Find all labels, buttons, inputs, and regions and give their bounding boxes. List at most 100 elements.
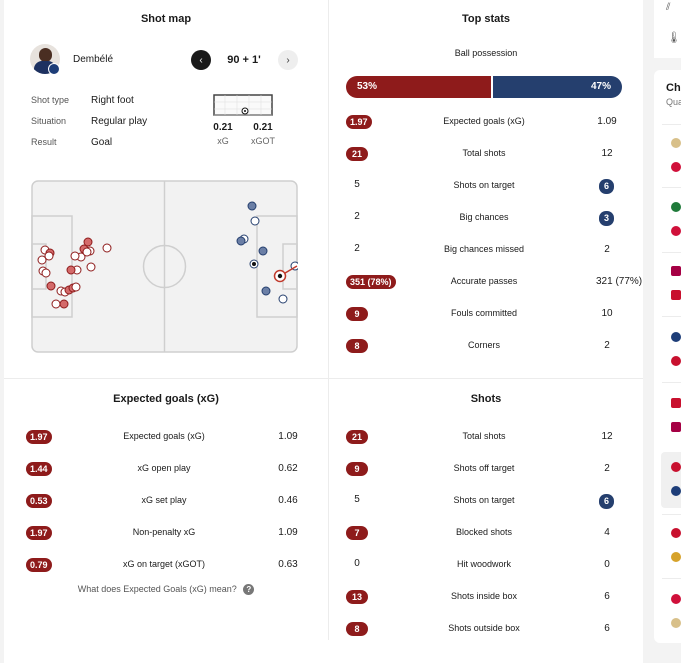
list-divider: [662, 514, 681, 515]
list-divider: [662, 578, 681, 579]
goal-frame-diagram: [213, 94, 273, 116]
stat-label: Hit woodwork: [456, 559, 512, 569]
shots-section-title: Shots: [470, 393, 502, 405]
possession-home-value: 53%: [357, 81, 378, 92]
stat-home-value: 7: [346, 526, 368, 540]
selected-match-highlight[interactable]: [661, 452, 681, 508]
list-divider: [662, 187, 681, 188]
player-name[interactable]: Dembélé: [73, 54, 114, 65]
possession-away-segment: 47%: [493, 76, 622, 98]
stat-away-value: 2: [604, 244, 610, 255]
team-crest-icon: [671, 266, 681, 276]
row-divider: [4, 378, 643, 379]
side-widget-top: ⫽ 🌡: [654, 0, 681, 58]
stat-label: Corners: [467, 340, 500, 350]
team-crest-icon: [671, 162, 681, 172]
list-divider: [662, 316, 681, 317]
side-panel-subtitle: Qua: [666, 97, 681, 107]
stat-label: Expected goals (xG): [443, 116, 525, 126]
stat-home-value: 0: [354, 558, 360, 569]
team-crest-icon: [671, 594, 681, 604]
stat-home-value: 8: [346, 339, 368, 353]
team-crest-icon: [671, 202, 681, 212]
help-question-icon[interactable]: ?: [243, 584, 255, 595]
stat-away-value: 0.63: [278, 559, 298, 570]
away-shots-layer: [236, 201, 298, 304]
team-crest-icon: [671, 290, 681, 300]
xg-value: 0.21: [213, 122, 233, 133]
team-badge-icon: [48, 63, 60, 75]
team-crest-icon: [671, 528, 681, 538]
stat-home-value: 0.79: [26, 558, 52, 572]
stat-away-value: 6: [604, 623, 610, 634]
stat-away-value: 2: [604, 340, 610, 351]
thermometer-icon: 🌡: [667, 32, 681, 44]
situation-label: Situation: [31, 116, 67, 126]
stat-home-value: 1.97: [26, 430, 52, 444]
stat-label: Big chances missed: [443, 244, 525, 254]
side-panel-title: Ch: [666, 82, 681, 94]
xg-help-link[interactable]: What does Expected Goals (xG) mean? ?: [4, 584, 328, 595]
stat-home-value: 13: [346, 590, 368, 604]
stat-away-value: 1.09: [597, 116, 617, 127]
ball-possession-label: Ball possession: [454, 48, 518, 58]
list-divider: [662, 124, 681, 125]
stat-away-value: 12: [601, 148, 613, 159]
stats-icon[interactable]: ⫽: [666, 2, 671, 13]
stat-home-value: 1.44: [26, 462, 52, 476]
shot-map-title: Shot map: [140, 13, 192, 25]
team-crest-icon: [671, 138, 681, 148]
stat-away-value: 6: [604, 591, 610, 602]
stat-away-value: 3: [599, 211, 614, 226]
result-value: Goal: [91, 137, 113, 148]
stat-label: Shots outside box: [448, 623, 520, 633]
team-crest-icon: [671, 356, 681, 366]
shot-time: 90 + 1': [227, 54, 261, 66]
stat-label: Fouls committed: [450, 308, 518, 318]
possession-away-value: 47%: [590, 81, 611, 92]
player-head-shape: [39, 48, 52, 62]
stat-label: xG open play: [137, 463, 191, 473]
match-stats-card: Shot map Dembélé ‹ 90 + 1' › Shot type R…: [4, 0, 643, 663]
next-shot-button[interactable]: ›: [278, 50, 298, 70]
stat-away-value: 321 (77%): [596, 276, 643, 287]
stat-away-value: 2: [604, 463, 610, 474]
stat-home-value: 5: [354, 179, 360, 190]
stat-label: xG set play: [141, 495, 187, 505]
home-shots-layer: [37, 237, 112, 309]
stat-away-value: 6: [599, 494, 614, 509]
stat-label: Blocked shots: [455, 527, 513, 537]
stat-label: Big chances: [459, 212, 509, 222]
stat-away-value: 6: [599, 179, 614, 194]
team-crest-icon: [671, 618, 681, 628]
team-crest-icon: [671, 552, 681, 562]
stat-home-value: 351 (78%): [346, 275, 396, 289]
stat-home-value: 2: [354, 243, 360, 254]
side-panel: Ch Qua: [654, 70, 681, 643]
stat-label: Accurate passes: [450, 276, 518, 286]
possession-bar: 53% 47%: [346, 76, 622, 98]
xgot-value: 0.21: [253, 122, 273, 133]
stat-away-value: 0: [604, 559, 610, 570]
stat-home-value: 9: [346, 307, 368, 321]
previous-shot-button[interactable]: ‹: [191, 50, 211, 70]
xg-label: xG: [217, 136, 229, 146]
list-divider: [662, 382, 681, 383]
possession-home-segment: 53%: [346, 76, 491, 98]
stat-label: Non-penalty xG: [132, 527, 196, 537]
shot-type-label: Shot type: [31, 95, 70, 105]
stat-home-value: 1.97: [26, 526, 52, 540]
stat-label: Total shots: [462, 148, 506, 158]
list-divider: [662, 252, 681, 253]
stat-away-value: 0.62: [278, 463, 298, 474]
xg-help-text[interactable]: What does Expected Goals (xG) mean?: [77, 584, 237, 594]
stat-home-value: 8: [346, 622, 368, 636]
stat-home-value: 21: [346, 147, 368, 161]
stat-home-value: 5: [354, 494, 360, 505]
result-label: Result: [31, 137, 57, 147]
column-divider: [328, 0, 329, 640]
stat-label: Total shots: [462, 431, 506, 441]
stat-label: Shots on target: [453, 495, 515, 505]
stat-label: Shots inside box: [450, 591, 518, 601]
stat-away-value: 4: [604, 527, 610, 538]
